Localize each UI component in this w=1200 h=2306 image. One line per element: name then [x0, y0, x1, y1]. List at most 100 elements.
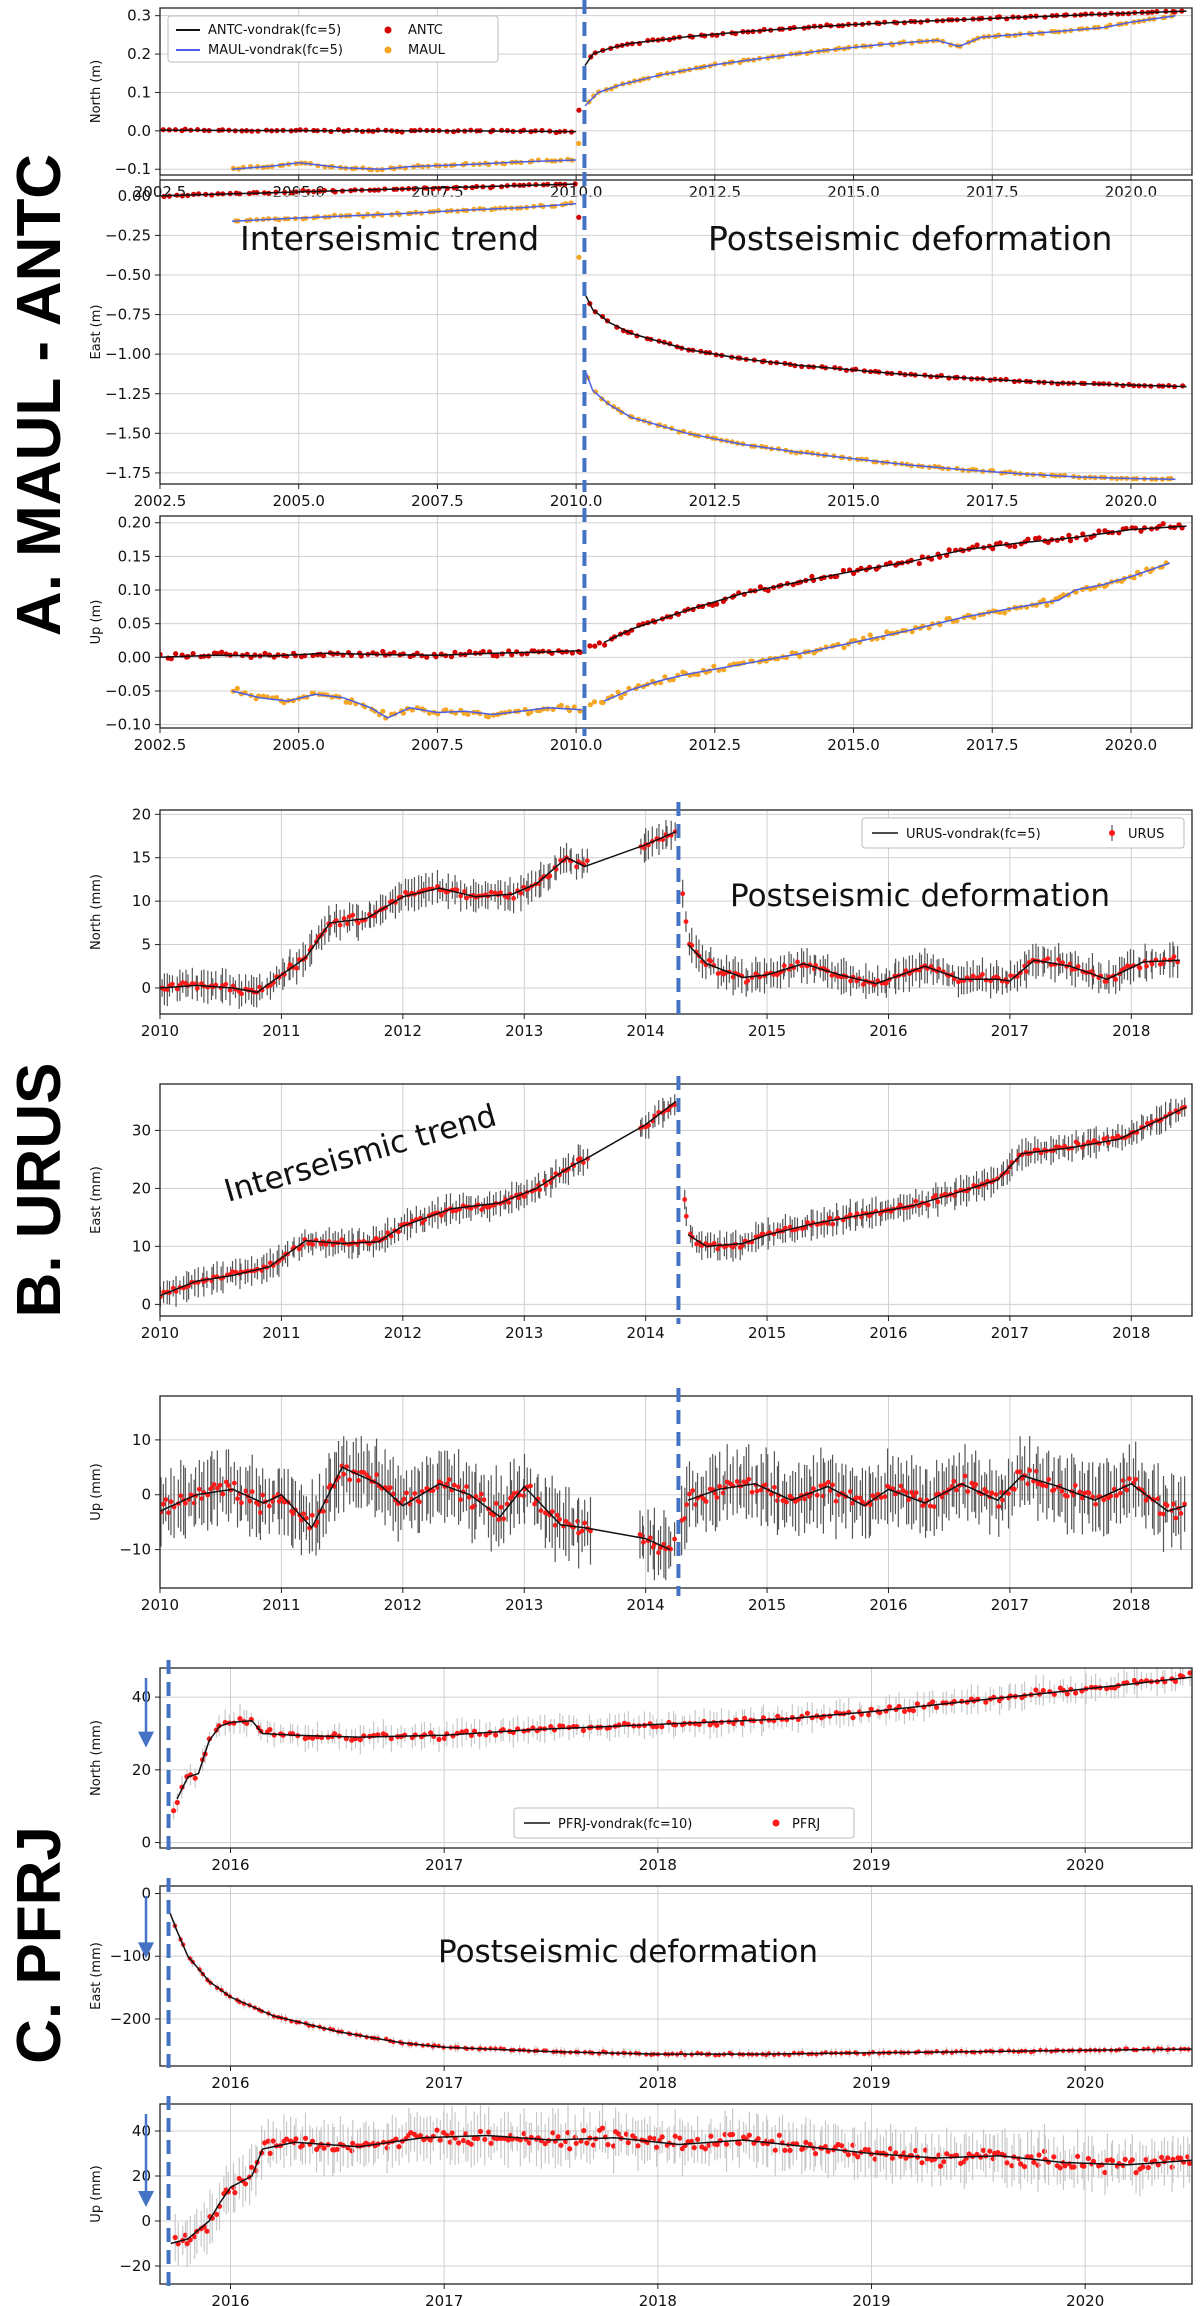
data-point: [1063, 12, 1069, 18]
y-tick-label: 15: [132, 849, 151, 867]
annotations: Interseismic trend Postseismic deformatio…: [240, 219, 1112, 258]
data-point: [563, 1518, 569, 1524]
data-point: [464, 1484, 469, 1489]
data-point: [916, 560, 922, 567]
data-point: [463, 1728, 469, 1734]
annotation-interseismic: Interseismic trend: [240, 219, 539, 258]
data-point: [860, 982, 866, 987]
data-point: [343, 699, 349, 705]
y-tick-label: −0.1: [115, 160, 151, 178]
data-point: [971, 615, 977, 621]
data-point: [262, 650, 268, 657]
data-point: [576, 254, 582, 260]
data-point: [1083, 537, 1089, 543]
data-point: [233, 1269, 239, 1275]
data-point: [532, 1501, 537, 1507]
data-point: [1157, 1511, 1163, 1516]
legend-swatch: [384, 46, 392, 54]
data-point: [827, 1215, 833, 1221]
data-point: [249, 2164, 255, 2170]
data-point: [172, 2234, 178, 2241]
data-point: [797, 654, 803, 660]
data-point: [708, 958, 714, 964]
data-point: [558, 2142, 564, 2148]
data-point: [812, 2151, 819, 2157]
data-point: [385, 1230, 391, 1236]
x-tick-label: 2011: [262, 1324, 300, 1342]
data-point: [990, 546, 996, 552]
chart-urus-up: 2010 2011 2012 2013 2014 2015 2016 2017 2018 −10 0…: [89, 1388, 1193, 1614]
legend: URUS-vondrak(fc=5) URUS: [861, 817, 1185, 849]
data-point: [850, 1715, 856, 1721]
data-point: [287, 962, 293, 967]
x-tick-label: 2015: [748, 1022, 786, 1040]
data-point: [987, 2148, 993, 2154]
data-point: [315, 1519, 321, 1525]
data-point: [416, 1499, 422, 1505]
data-point: [997, 540, 1003, 546]
data-point: [648, 1535, 653, 1541]
data-point: [845, 2152, 852, 2158]
data-point: [1075, 2153, 1081, 2159]
fit-line: [160, 1100, 677, 1297]
data-point: [514, 649, 520, 655]
fit-line: [160, 649, 582, 659]
x-tick-label: 2015.0: [827, 736, 880, 754]
data-point: [161, 193, 167, 200]
plot-area: [160, 819, 1180, 1009]
data-point: [811, 1486, 816, 1491]
y-tick-label: −1.75: [105, 464, 151, 482]
data-point: [1143, 1498, 1149, 1503]
data-point: [430, 1488, 436, 1493]
data-point: [170, 981, 175, 987]
legend-entry: URUS: [1128, 827, 1164, 842]
axes-frame: [159, 1667, 1193, 1849]
data-point: [537, 1187, 543, 1193]
x-tick-label: 2012: [384, 1596, 422, 1614]
x-tick-label: 2016: [211, 1856, 249, 1874]
series-pfrj: [170, 2104, 1192, 2268]
data-point: [833, 1498, 839, 1504]
series-pfrj: [167, 1908, 1192, 2061]
data-point: [323, 1242, 329, 1247]
data-point: [803, 2139, 809, 2145]
y-tick-label: 10: [132, 1237, 151, 1255]
data-point: [552, 1522, 558, 1528]
x-tick-label: 2020: [1066, 1856, 1104, 1874]
data-point: [160, 1501, 166, 1507]
data-point: [818, 1483, 824, 1489]
data-point: [374, 1472, 379, 1478]
data-point: [757, 584, 764, 590]
data-point: [772, 1484, 777, 1490]
data-point: [1155, 1496, 1161, 1502]
x-tick-label: 2014: [627, 1324, 665, 1342]
data-point: [1046, 1477, 1052, 1482]
data-point: [1002, 610, 1008, 616]
data-point: [297, 127, 303, 133]
data-point: [347, 1477, 353, 1483]
data-point: [310, 1735, 316, 1741]
data-point: [526, 2140, 533, 2146]
data-point: [244, 1720, 250, 1726]
data-point: [1075, 1141, 1081, 1147]
data-point: [730, 2131, 736, 2138]
data-point: [223, 1479, 229, 1485]
data-point: [933, 1193, 939, 1198]
data-point: [1085, 2155, 1091, 2162]
legend-entry: PFRJ-vondrak(fc=10): [558, 1817, 692, 1832]
data-point: [951, 1478, 957, 1484]
data-point: [1080, 1495, 1085, 1501]
x-tick-label: 2014: [627, 1596, 665, 1614]
data-point: [1077, 1489, 1083, 1495]
data-point: [396, 1229, 401, 1235]
data-point: [588, 1528, 593, 1534]
data-point: [933, 1704, 940, 1710]
data-point: [560, 1723, 566, 1729]
data-point: [1075, 964, 1081, 969]
data-point: [695, 2136, 701, 2142]
data-point: [1129, 2157, 1135, 2163]
data-point: [236, 2175, 242, 2182]
data-point: [973, 1482, 979, 1487]
annotation-postseismic: Postseismic deformation: [438, 1934, 818, 1970]
data-point: [1099, 2162, 1105, 2168]
